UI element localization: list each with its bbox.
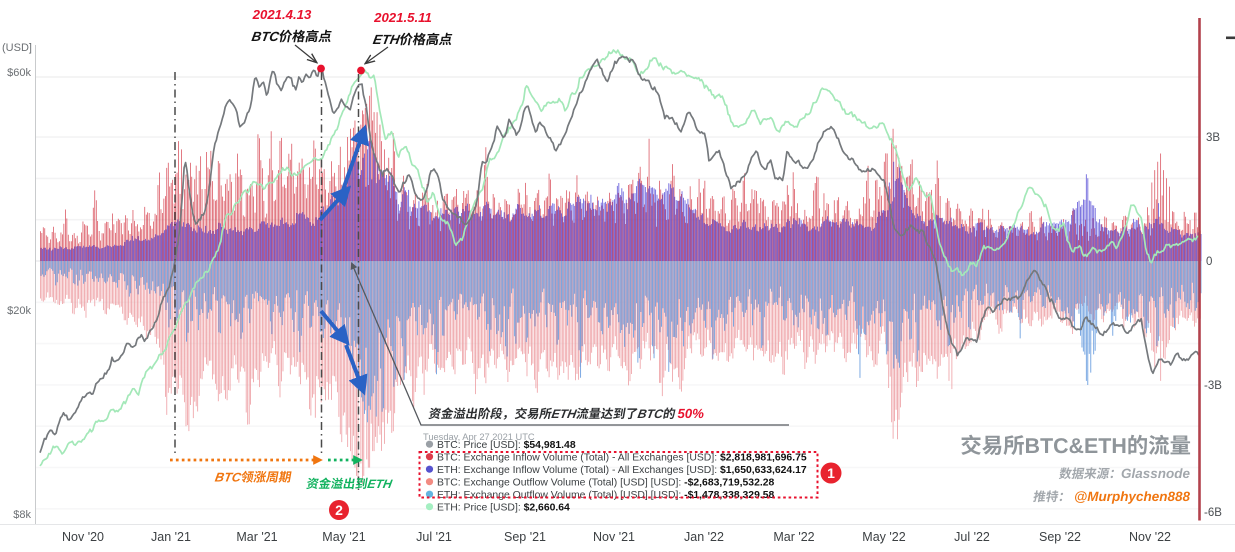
svg-text:$60k: $60k bbox=[7, 67, 31, 79]
svg-text:2021.4.13: 2021.4.13 bbox=[252, 7, 312, 22]
svg-text:Nov '22: Nov '22 bbox=[1129, 530, 1171, 544]
svg-text:-3B: -3B bbox=[1204, 380, 1222, 392]
svg-text:Nov '21: Nov '21 bbox=[593, 530, 635, 544]
svg-text:-6B: -6B bbox=[1204, 507, 1222, 519]
svg-text:ETH: Price [USD]: $2,660.64: ETH: Price [USD]: $2,660.64 bbox=[437, 502, 570, 513]
svg-text:(USD]: (USD] bbox=[2, 42, 32, 54]
svg-text:Nov '20: Nov '20 bbox=[62, 530, 104, 544]
svg-text:$8k: $8k bbox=[13, 509, 31, 521]
svg-text:0: 0 bbox=[1206, 256, 1212, 268]
svg-text:2: 2 bbox=[335, 502, 343, 518]
svg-text:ETH: Exchange Inflow Volume (T: ETH: Exchange Inflow Volume (Total) - Al… bbox=[437, 465, 807, 476]
svg-text:3B: 3B bbox=[1206, 132, 1220, 144]
svg-text:Jan '21: Jan '21 bbox=[151, 530, 191, 544]
svg-text:Jul '22: Jul '22 bbox=[954, 530, 990, 544]
svg-text:Mar '21: Mar '21 bbox=[236, 530, 277, 544]
svg-text:1: 1 bbox=[827, 465, 835, 481]
svg-text:Jan '22: Jan '22 bbox=[684, 530, 724, 544]
svg-text:Jul '21: Jul '21 bbox=[416, 530, 452, 544]
svg-text:BTC: Exchange Outflow Volume (: BTC: Exchange Outflow Volume (Total) [US… bbox=[437, 477, 775, 488]
svg-text:BTC: Exchange Inflow Volume (T: BTC: Exchange Inflow Volume (Total) - Al… bbox=[437, 452, 807, 463]
svg-text:Mar '22: Mar '22 bbox=[773, 530, 814, 544]
svg-text:2021.5.11: 2021.5.11 bbox=[373, 10, 432, 25]
svg-text:Tuesday, Apr 27 2021 UTC: Tuesday, Apr 27 2021 UTC bbox=[423, 432, 535, 442]
svg-text:BTC: Price [USD]: $54,981.48: BTC: Price [USD]: $54,981.48 bbox=[437, 440, 576, 451]
svg-text:Sep '22: Sep '22 bbox=[1039, 530, 1081, 544]
svg-text:$20k: $20k bbox=[7, 305, 31, 317]
svg-text:May '22: May '22 bbox=[862, 530, 905, 544]
svg-text:May '21: May '21 bbox=[322, 530, 365, 544]
svg-text:Sep '21: Sep '21 bbox=[504, 530, 546, 544]
svg-text:ETH: Exchange Outflow Volume (: ETH: Exchange Outflow Volume (Total) [US… bbox=[437, 490, 775, 501]
